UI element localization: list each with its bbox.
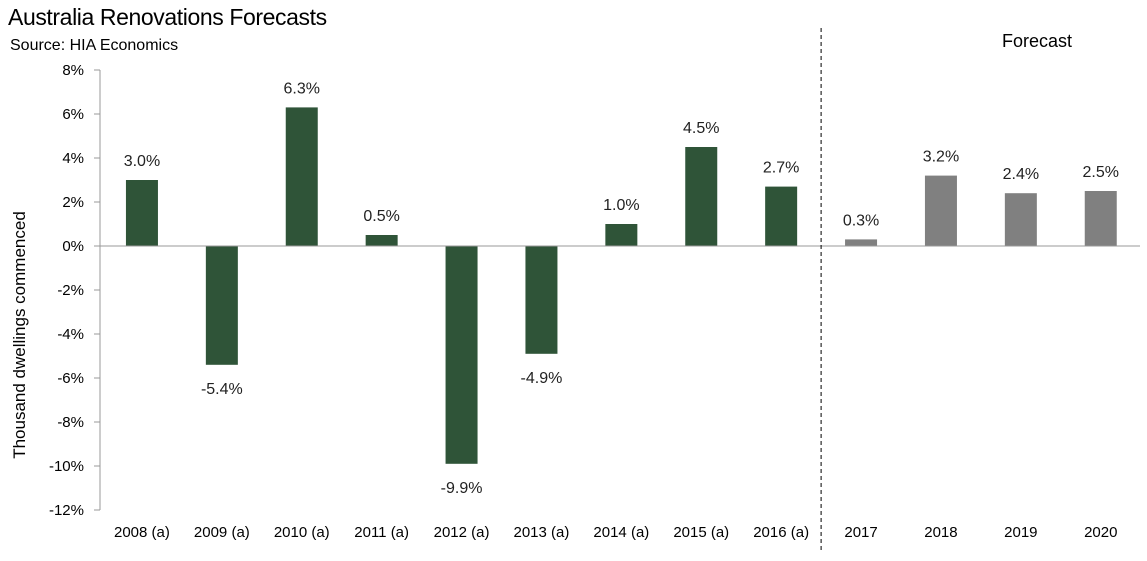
y-tick-label: 0% <box>62 238 84 255</box>
y-tick-label: -6% <box>57 370 84 387</box>
data-label: 0.5% <box>363 208 399 225</box>
data-label: 4.5% <box>683 120 719 137</box>
y-tick-label: -4% <box>57 326 84 343</box>
x-tick-label: 2016 (a) <box>753 524 809 541</box>
data-label: 2.5% <box>1083 164 1119 181</box>
x-axis: 2008 (a) 2009 (a) 2010 (a) 2011 (a) 2012 (a)… <box>100 245 1140 541</box>
chart-subtitle: Source: HIA Economics <box>10 37 179 54</box>
y-tick-label: 2% <box>62 194 84 211</box>
bar-2014-a <box>605 224 638 246</box>
y-tick-label: -10% <box>49 458 84 475</box>
bars: 3.0% -5.4% 6.3% 0.5% -9.9% -4.9% 1.0% 4.5% 2.7% 0… <box>124 80 1119 496</box>
data-label: 1.0% <box>603 197 639 214</box>
x-tick-label: 2018 <box>924 524 957 541</box>
bar-2019 <box>1004 193 1037 246</box>
bar-2009-a <box>205 246 238 365</box>
y-axis: 8% 6% 4% 2% 0% -2% -4% -6% -8% -10% -12% <box>49 62 101 519</box>
y-tick-label: 6% <box>62 106 84 123</box>
data-label: -9.9% <box>441 480 483 497</box>
bar-2018 <box>924 175 957 246</box>
bar-2015-a <box>685 147 718 246</box>
bar-2020 <box>1084 191 1117 246</box>
bar-2008-a <box>125 180 158 246</box>
data-label: -5.4% <box>201 381 243 398</box>
bar-2013-a <box>525 246 558 354</box>
x-tick-label: 2014 (a) <box>593 524 649 541</box>
bar-2011-a <box>365 235 398 246</box>
data-label: 3.0% <box>124 153 160 170</box>
y-tick-label: -8% <box>57 414 84 431</box>
forecast-label: Forecast <box>1002 31 1072 51</box>
data-label: -4.9% <box>521 370 563 387</box>
bar-2016-a <box>765 186 798 246</box>
data-label: 3.2% <box>923 149 959 166</box>
bar-2017 <box>845 239 878 246</box>
x-tick-label: 2010 (a) <box>274 524 330 541</box>
x-tick-label: 2013 (a) <box>514 524 570 541</box>
x-tick-label: 2012 (a) <box>434 524 490 541</box>
y-tick-label: -2% <box>57 282 84 299</box>
bar-2010-a <box>285 107 318 247</box>
bar-2012-a <box>445 246 478 464</box>
x-tick-label: 2019 <box>1004 524 1037 541</box>
data-label: 2.7% <box>763 160 799 177</box>
data-label: 2.4% <box>1003 166 1039 183</box>
chart-title: Australia Renovations Forecasts <box>8 4 327 30</box>
x-tick-label: 2008 (a) <box>114 524 170 541</box>
data-label: 0.3% <box>843 212 879 229</box>
x-tick-label: 2011 (a) <box>354 524 409 541</box>
x-tick-label: 2015 (a) <box>673 524 729 541</box>
y-tick-label: -12% <box>49 502 84 519</box>
x-tick-label: 2009 (a) <box>194 524 250 541</box>
x-tick-label: 2020 <box>1084 524 1117 541</box>
y-tick-label: 8% <box>62 62 84 79</box>
x-tick-label: 2017 <box>844 524 877 541</box>
data-label: 6.3% <box>284 80 320 97</box>
y-tick-label: 4% <box>62 150 84 167</box>
y-axis-label: Thousand dwellings commenced <box>10 211 29 459</box>
